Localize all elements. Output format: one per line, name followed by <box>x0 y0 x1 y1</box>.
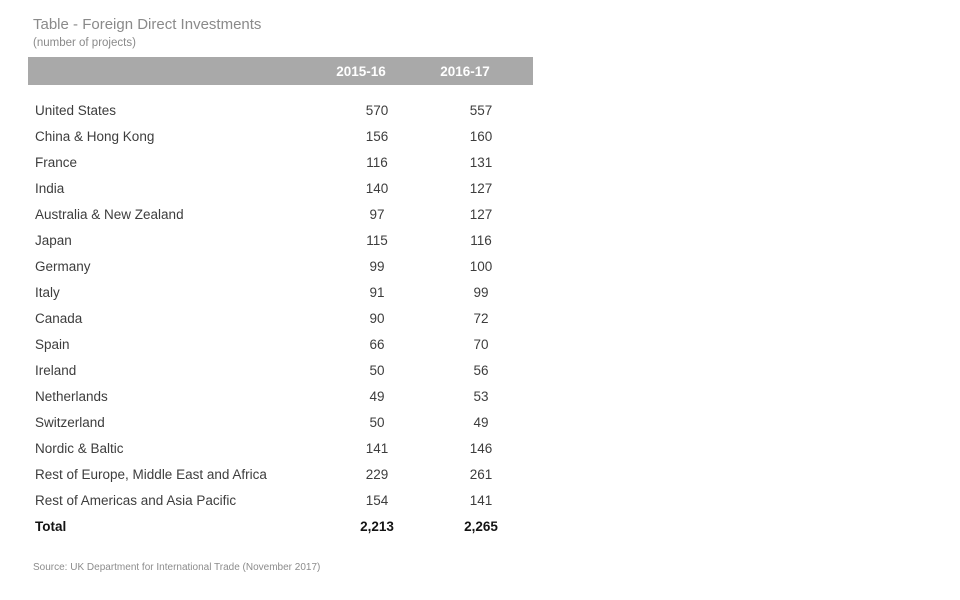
table-row: United States 570 557 <box>28 97 533 123</box>
table-row: Japan 115 116 <box>28 227 533 253</box>
row-value-2015-16: 49 <box>369 388 385 404</box>
row-label: Japan <box>35 232 72 248</box>
table-row: China & Hong Kong 156 160 <box>28 123 533 149</box>
table-row: Italy 91 99 <box>28 279 533 305</box>
row-label: Ireland <box>35 362 77 378</box>
table-row: Nordic & Baltic 141 146 <box>28 435 533 461</box>
table-row: France 116 131 <box>28 149 533 175</box>
row-value-2015-16: 91 <box>369 284 385 300</box>
row-value-2016-17: 53 <box>473 388 489 404</box>
header-col-2016-17: 2016-17 <box>440 63 490 79</box>
table-row: Germany 99 100 <box>28 253 533 279</box>
row-label: Netherlands <box>35 388 108 404</box>
table-row: Spain 66 70 <box>28 331 533 357</box>
row-value-2016-17: 141 <box>469 492 493 508</box>
row-value-2016-17: 72 <box>473 310 489 326</box>
row-value-2016-17: 160 <box>469 128 493 144</box>
row-value-2015-16: 229 <box>365 466 389 482</box>
header-col-2015-16: 2015-16 <box>336 63 386 79</box>
table-row: India 140 127 <box>28 175 533 201</box>
row-value-2015-16: 99 <box>369 258 385 274</box>
row-label: France <box>35 154 78 170</box>
table-row: Rest of Americas and Asia Pacific 154 141 <box>28 487 533 513</box>
row-value-2015-16: 140 <box>365 180 389 196</box>
table-row: Canada 90 72 <box>28 305 533 331</box>
row-value-2016-17: 49 <box>473 414 489 430</box>
row-value-2015-16: 156 <box>365 128 389 144</box>
row-label: India <box>35 180 65 196</box>
row-value-2016-17: 127 <box>469 180 493 196</box>
row-value-2015-16: 2,213 <box>360 518 394 534</box>
row-value-2015-16: 97 <box>369 206 385 222</box>
row-value-2015-16: 116 <box>366 154 388 170</box>
table-subtitle: (number of projects) <box>33 37 136 49</box>
row-value-2016-17: 557 <box>469 102 493 118</box>
table-total-row: Total 2,213 2,265 <box>28 513 533 539</box>
row-label: Italy <box>35 284 60 300</box>
source-note: Source: UK Department for International … <box>33 562 321 573</box>
row-value-2016-17: 146 <box>469 440 493 456</box>
row-label: Canada <box>35 310 83 326</box>
table-row: Rest of Europe, Middle East and Africa 22… <box>28 461 533 487</box>
row-label: Total <box>35 518 67 534</box>
row-value-2016-17: 116 <box>470 232 492 248</box>
table-row: Netherlands 49 53 <box>28 383 533 409</box>
row-value-2016-17: 2,265 <box>464 518 498 534</box>
row-label: Spain <box>35 336 70 352</box>
row-value-2016-17: 56 <box>473 362 489 378</box>
row-value-2015-16: 90 <box>369 310 385 326</box>
row-value-2015-16: 50 <box>369 414 385 430</box>
row-value-2015-16: 141 <box>365 440 389 456</box>
row-value-2015-16: 115 <box>366 232 388 248</box>
table-row: Switzerland 50 49 <box>28 409 533 435</box>
row-label: Rest of Americas and Asia Pacific <box>35 492 237 508</box>
row-value-2016-17: 70 <box>473 336 489 352</box>
row-label: Australia & New Zealand <box>35 206 184 222</box>
row-value-2016-17: 261 <box>469 466 493 482</box>
fdi-table: 2015-16 2016-17 United States 570 557 China… <box>28 57 533 539</box>
row-value-2015-16: 66 <box>369 336 385 352</box>
row-label: United States <box>35 102 117 118</box>
row-value-2015-16: 50 <box>369 362 385 378</box>
row-label: Nordic & Baltic <box>35 440 124 456</box>
row-label: Rest of Europe, Middle East and Africa <box>35 466 267 482</box>
row-value-2016-17: 131 <box>469 154 493 170</box>
row-value-2015-16: 570 <box>365 102 389 118</box>
table-title: Table - Foreign Direct Investments <box>33 16 262 33</box>
table-header-row: 2015-16 2016-17 <box>28 57 533 85</box>
table-body: United States 570 557 China & Hong Kong 156 1… <box>28 97 533 539</box>
row-value-2016-17: 127 <box>469 206 493 222</box>
table-row: Australia & New Zealand 97 127 <box>28 201 533 227</box>
row-value-2016-17: 99 <box>473 284 489 300</box>
row-label: Germany <box>35 258 91 274</box>
row-label: Switzerland <box>35 414 105 430</box>
row-value-2015-16: 154 <box>365 492 389 508</box>
row-value-2016-17: 100 <box>469 258 493 274</box>
table-row: Ireland 50 56 <box>28 357 533 383</box>
row-label: China & Hong Kong <box>35 128 155 144</box>
